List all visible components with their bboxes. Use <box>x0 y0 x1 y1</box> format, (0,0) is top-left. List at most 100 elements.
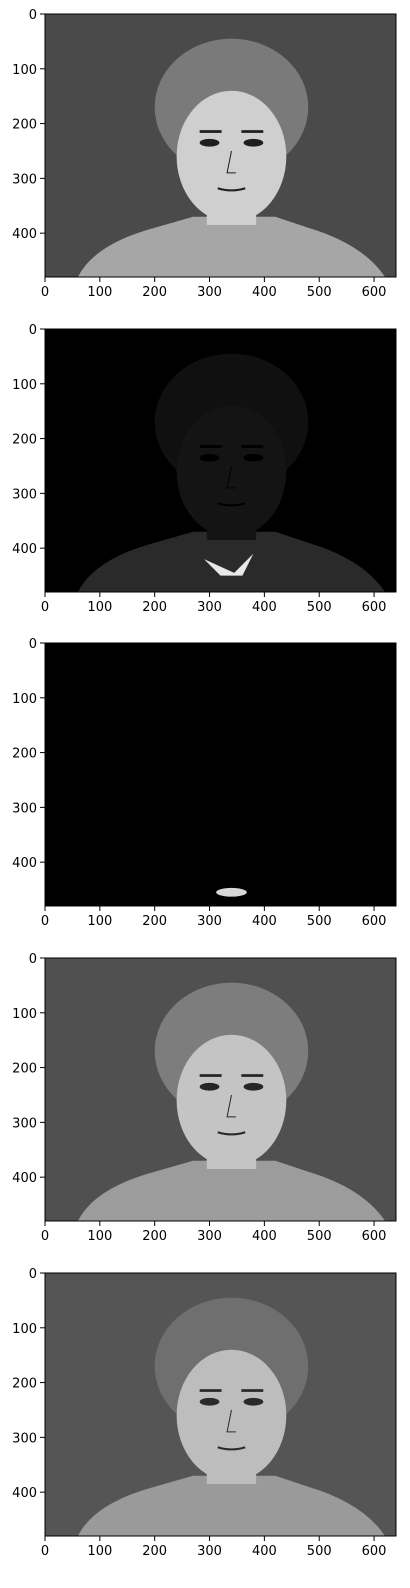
axes-frame <box>44 13 397 278</box>
image-panel-2: 0 100 200 300 400 500 600 0 100 200 300 400 <box>12 323 397 615</box>
neck-shape <box>206 194 257 225</box>
x-tick-label: 500 <box>307 285 332 300</box>
face-shape <box>176 1034 287 1167</box>
image-panel-5: 0 100 200 300 400 500 600 0 100 200 300 400 <box>12 1267 397 1559</box>
nose-shape <box>226 1409 236 1433</box>
x-tick-label: 600 <box>362 914 387 929</box>
x-tick-label: 300 <box>197 914 222 929</box>
face-shape <box>176 1349 287 1482</box>
x-tick-label: 0 <box>41 1544 49 1559</box>
x-tick-label: 400 <box>252 914 277 929</box>
y-tick-label: 400 <box>12 227 37 242</box>
x-tick-label: 0 <box>41 600 49 615</box>
y-tick-label: 300 <box>12 487 37 502</box>
nose-shape <box>226 1094 236 1118</box>
image-content <box>77 1297 386 1536</box>
x-tick-label: 100 <box>87 914 112 929</box>
image-content <box>216 887 247 897</box>
left-eye-shape <box>199 1397 220 1406</box>
left-brow-shape <box>199 1389 222 1392</box>
y-tick-label: 100 <box>12 63 37 78</box>
y-tick-label: 0 <box>29 637 37 652</box>
neck-shape <box>206 509 257 540</box>
nose-shape <box>226 150 236 174</box>
image-panel-3: 0 100 200 300 400 500 600 0 100 200 300 400 <box>12 637 397 929</box>
y-tick-label: 100 <box>12 378 37 393</box>
axes-frame <box>44 328 397 593</box>
left-brow-shape <box>199 1074 222 1077</box>
left-brow-shape <box>199 445 222 448</box>
axes-frame <box>44 1272 397 1537</box>
y-tick-label: 200 <box>12 433 37 448</box>
y-tick-label: 0 <box>29 8 37 23</box>
right-eye-shape <box>243 1082 264 1091</box>
x-tick-label: 600 <box>362 285 387 300</box>
mouth-shape <box>217 187 246 192</box>
x-tick-label: 500 <box>307 1229 332 1244</box>
face-shape <box>176 90 287 223</box>
x-tick-label: 400 <box>252 285 277 300</box>
right-eye-shape <box>243 1397 264 1406</box>
y-tick-label: 200 <box>12 1377 37 1392</box>
neck-shape <box>206 1138 257 1169</box>
y-tick-label: 100 <box>12 1007 37 1022</box>
x-tick-label: 500 <box>307 914 332 929</box>
y-tick-label: 300 <box>12 1116 37 1131</box>
x-tick-label: 300 <box>197 1229 222 1244</box>
x-tick-label: 0 <box>41 914 49 929</box>
clothing-shape <box>77 1160 386 1221</box>
x-tick-label: 300 <box>197 600 222 615</box>
y-tick-label: 200 <box>12 747 37 762</box>
x-tick-label: 400 <box>252 1544 277 1559</box>
clothing-shape <box>77 1475 386 1536</box>
y-tick-label: 200 <box>12 1062 37 1077</box>
y-tick-label: 400 <box>12 1171 37 1186</box>
chin-highlight <box>216 887 247 897</box>
y-tick-label: 100 <box>12 692 37 707</box>
mouth-shape <box>217 502 246 507</box>
image-content <box>77 38 386 277</box>
axes-frame <box>44 642 397 907</box>
x-tick-label: 200 <box>142 285 167 300</box>
nose-shape <box>226 465 236 489</box>
x-tick-label: 200 <box>142 600 167 615</box>
y-tick-label: 0 <box>29 1267 37 1282</box>
y-tick-label: 400 <box>12 542 37 557</box>
image-panel-4: 0 100 200 300 400 500 600 0 100 200 300 400 <box>12 952 397 1244</box>
y-tick-label: 100 <box>12 1322 37 1337</box>
x-tick-label: 0 <box>41 285 49 300</box>
axes-frame <box>44 957 397 1222</box>
x-tick-label: 400 <box>252 600 277 615</box>
y-tick-label: 200 <box>12 118 37 133</box>
mouth-shape <box>217 1446 246 1451</box>
right-brow-shape <box>241 1074 264 1077</box>
x-tick-label: 400 <box>252 1229 277 1244</box>
x-tick-label: 100 <box>87 600 112 615</box>
face-shape <box>176 405 287 538</box>
y-tick-label: 300 <box>12 1431 37 1446</box>
mouth-shape <box>217 1131 246 1136</box>
x-tick-label: 300 <box>197 285 222 300</box>
x-tick-label: 600 <box>362 600 387 615</box>
collar-highlight <box>204 553 254 576</box>
left-eye-shape <box>199 138 220 147</box>
x-tick-label: 0 <box>41 1229 49 1244</box>
y-tick-label: 300 <box>12 172 37 187</box>
image-content <box>77 353 386 592</box>
right-brow-shape <box>241 130 264 133</box>
y-tick-label: 300 <box>12 801 37 816</box>
x-tick-label: 100 <box>87 1544 112 1559</box>
right-eye-shape <box>243 138 264 147</box>
y-tick-label: 0 <box>29 323 37 338</box>
clothing-shape <box>77 531 386 592</box>
left-eye-shape <box>199 453 220 462</box>
image-panel-1: 0 100 200 300 400 500 600 0 100 200 300 400 <box>12 8 397 300</box>
image-content <box>77 982 386 1221</box>
x-tick-label: 200 <box>142 1544 167 1559</box>
neck-shape <box>206 1453 257 1484</box>
right-brow-shape <box>241 1389 264 1392</box>
y-tick-label: 400 <box>12 856 37 871</box>
x-tick-label: 600 <box>362 1544 387 1559</box>
x-tick-label: 100 <box>87 285 112 300</box>
